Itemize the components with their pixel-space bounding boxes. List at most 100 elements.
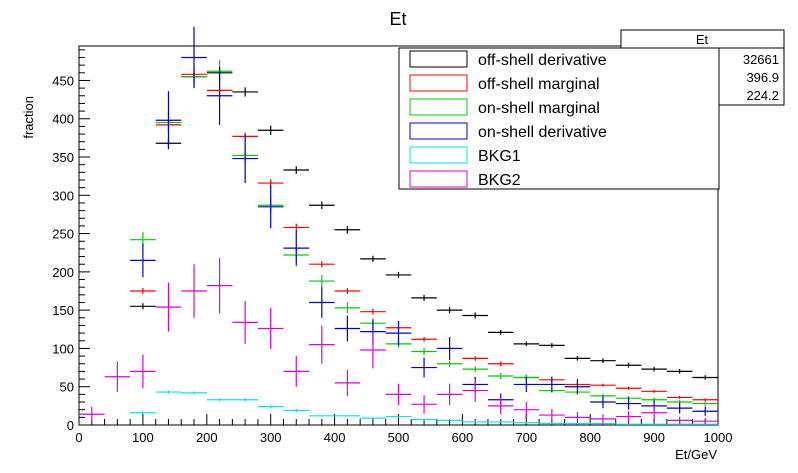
data-point [155, 91, 182, 150]
data-point [411, 395, 437, 414]
data-point [539, 343, 565, 348]
data-point [692, 375, 718, 380]
data-point [487, 372, 514, 380]
data-point [615, 386, 642, 390]
data-point [692, 418, 718, 425]
data-point [539, 422, 565, 425]
data-point [360, 255, 386, 262]
data-point [181, 26, 207, 89]
legend-label: off-shell derivative [478, 52, 607, 69]
data-point [232, 300, 258, 344]
data-point [309, 287, 335, 318]
y-tick-label: 150 [52, 303, 74, 318]
x-tick-label: 200 [196, 430, 218, 445]
data-point [309, 325, 335, 364]
y-tick-label: 100 [52, 341, 74, 356]
data-point [130, 354, 156, 389]
data-point [334, 415, 361, 417]
data-point [257, 307, 284, 350]
data-point [232, 134, 258, 184]
y-tick-label: 400 [52, 112, 74, 127]
data-point [692, 406, 718, 416]
data-point [206, 398, 233, 402]
data-point [257, 185, 284, 229]
x-tick-label: 600 [452, 430, 474, 445]
legend-item: off-shell derivative [409, 50, 607, 69]
x-tick-label: 1000 [704, 430, 733, 445]
x-tick-label: 700 [515, 430, 537, 445]
data-point [615, 397, 642, 410]
y-axis-label: fraction [21, 96, 36, 139]
legend-frame [398, 47, 720, 190]
x-tick-label: 800 [579, 430, 601, 445]
y-tick-label: 300 [52, 188, 74, 203]
data-point [462, 421, 488, 423]
data-point [615, 411, 642, 422]
series-layer [79, 26, 718, 425]
data-point [257, 405, 284, 409]
legend-swatch [409, 74, 468, 92]
data-point [436, 360, 463, 367]
legend-swatch [409, 170, 468, 188]
data-point [487, 330, 514, 335]
data-point [615, 423, 642, 425]
legend-label: BKG1 [478, 148, 521, 165]
data-point [462, 366, 488, 373]
data-point [590, 383, 616, 387]
data-point [385, 271, 412, 278]
data-point [641, 405, 667, 420]
legend-swatch [409, 98, 468, 116]
data-point [513, 341, 540, 347]
x-tick-label: 500 [388, 430, 410, 445]
data-point [666, 416, 693, 425]
data-point [564, 422, 591, 425]
data-point [360, 331, 386, 369]
data-point [206, 258, 233, 314]
data-point [436, 383, 463, 406]
data-point [283, 230, 310, 266]
x-tick-label: 900 [643, 430, 665, 445]
x-tick-label: 400 [324, 430, 346, 445]
data-point [615, 362, 642, 368]
data-point [513, 376, 540, 393]
data-point [309, 415, 335, 417]
legend: off-shell derivative off-shell marginal on… [398, 47, 720, 190]
data-point [334, 225, 361, 234]
x-tick-label: 300 [260, 430, 282, 445]
data-point [513, 421, 540, 424]
data-point [539, 376, 565, 393]
legend-swatch [409, 50, 468, 68]
data-point [462, 312, 488, 319]
x-tick-label: 0 [75, 430, 82, 445]
legend-label: BKG2 [478, 172, 521, 189]
data-point [590, 358, 616, 363]
data-point [334, 287, 361, 295]
data-point [257, 125, 284, 135]
stats-std-dev: 224.2 [746, 88, 779, 103]
chart-title: Et [389, 9, 406, 29]
stats-title: Et [696, 32, 709, 47]
data-point [309, 201, 335, 210]
data-point [666, 369, 693, 374]
data-point [564, 379, 591, 395]
x-axis-label: Et/GeV [675, 447, 717, 462]
data-point [487, 421, 514, 423]
legend-swatch [409, 122, 468, 140]
data-point [79, 406, 105, 422]
y-tick-label: 50 [60, 380, 74, 395]
legend-item: on-shell marginal [409, 98, 600, 117]
data-point [564, 356, 591, 361]
data-point [360, 417, 386, 419]
data-point [232, 87, 258, 97]
data-point [385, 320, 412, 346]
legend-label: on-shell marginal [478, 100, 600, 117]
data-point [564, 411, 591, 423]
y-tick-label: 250 [52, 227, 74, 242]
legend-swatch [409, 146, 468, 164]
data-point [590, 395, 616, 409]
data-point [590, 414, 616, 424]
data-point [334, 302, 361, 314]
legend-item: on-shell derivative [409, 122, 607, 141]
data-point [334, 315, 361, 342]
